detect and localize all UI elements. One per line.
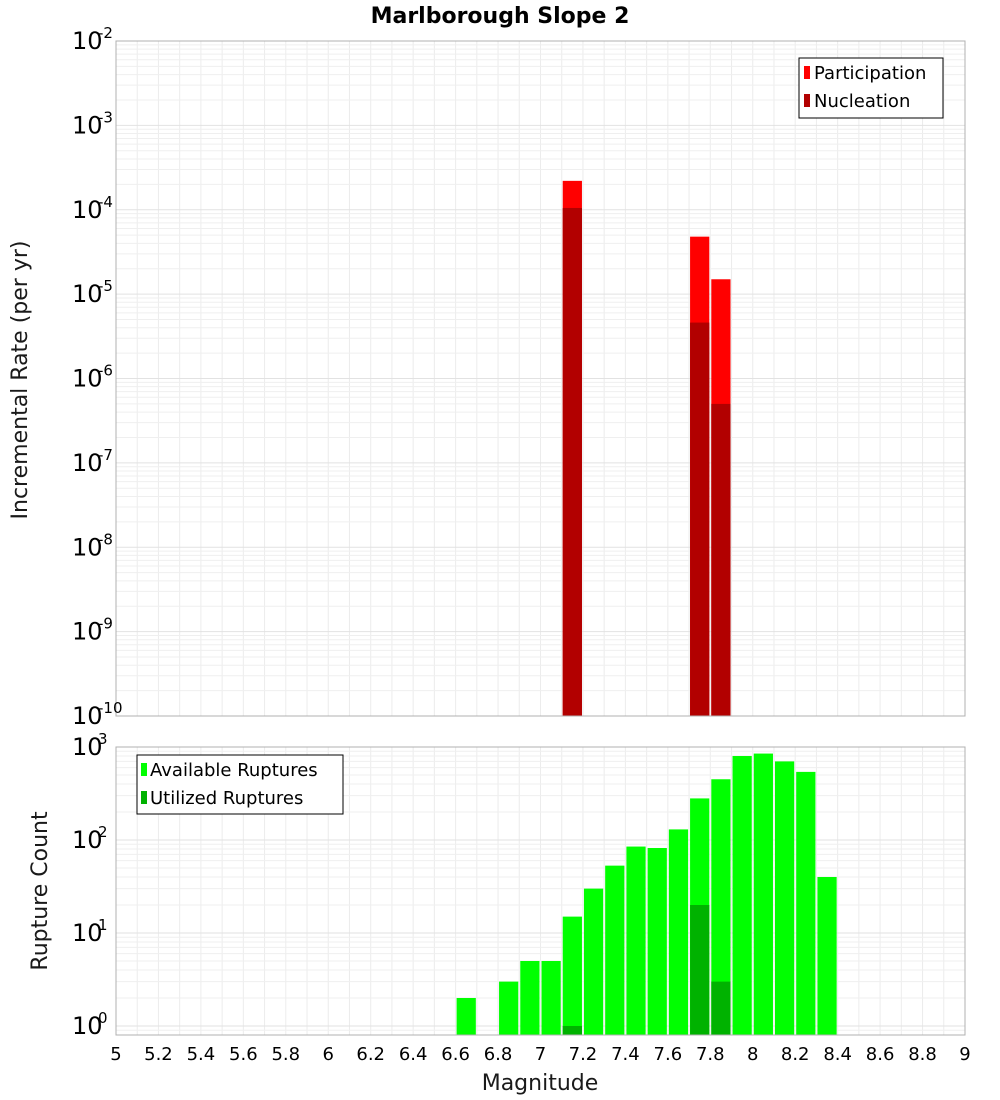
x-tick-label: 8.2 bbox=[781, 1044, 810, 1065]
rate-y-tick-label: 10 bbox=[72, 111, 103, 139]
rupture-bar-available-ruptures bbox=[817, 877, 837, 1035]
legend-swatch-nucleation bbox=[804, 94, 810, 107]
rupture-y-tick-exponent: 1 bbox=[98, 916, 108, 934]
rupture-y-tick-label: 10 bbox=[72, 826, 103, 854]
x-tick-label: 6 bbox=[323, 1044, 334, 1065]
rupture-y-tick-exponent: 0 bbox=[98, 1009, 108, 1027]
rate-y-tick-label: 10 bbox=[72, 533, 103, 561]
rupture-bar-available-ruptures bbox=[520, 960, 540, 1035]
rate-bar-nucleation bbox=[562, 207, 582, 716]
rupture-y-tick-label: 10 bbox=[72, 1012, 103, 1040]
x-tick-label: 8.4 bbox=[823, 1044, 852, 1065]
rupture-bar-available-ruptures bbox=[711, 779, 731, 1035]
rupture-plot-grid bbox=[116, 747, 965, 1035]
rate-plot-legend: Participation Nucleation bbox=[798, 57, 944, 119]
rate-bar-nucleation bbox=[690, 322, 710, 716]
legend-label-utilized-ruptures: Utilized Ruptures bbox=[150, 788, 303, 809]
legend-swatch-available-ruptures bbox=[141, 763, 147, 776]
rate-y-tick-label: 10 bbox=[72, 365, 103, 393]
magnitude-x-ticks: 5 5.2 5.4 5.6 5.8 6 6.2 6.4 6.6 6.8 7 7.2 7.4 7.6 7.8 8… bbox=[110, 1044, 970, 1065]
x-tick-label: 9 bbox=[959, 1044, 970, 1065]
legend-label-participation: Participation bbox=[814, 63, 926, 84]
rupture-bar-utilized-ruptures bbox=[690, 904, 710, 1035]
rupture-plot-y-label: Rupture Count bbox=[28, 811, 53, 971]
rate-plot-frame bbox=[115, 40, 966, 717]
chart-title: Marlborough Slope 2 bbox=[371, 4, 630, 29]
x-tick-label: 6.2 bbox=[356, 1044, 385, 1065]
rate-plot-y-label: Incremental Rate (per yr) bbox=[8, 241, 33, 520]
rupture-bar-available-ruptures bbox=[583, 888, 604, 1035]
magnitude-x-label: Magnitude bbox=[482, 1071, 599, 1096]
rupture-y-tick-label: 10 bbox=[72, 733, 103, 761]
rupture-y-tick-exponent: 2 bbox=[98, 823, 108, 841]
legend-label-available-ruptures: Available Ruptures bbox=[150, 760, 318, 781]
x-tick-label: 6.6 bbox=[441, 1044, 470, 1065]
rupture-bar-available-ruptures bbox=[668, 829, 689, 1035]
rupture-plot-legend: Available Ruptures Utilized Ruptures bbox=[136, 754, 344, 815]
rupture-plot-bars bbox=[456, 753, 837, 1035]
rate-y-tick-exponent: -5 bbox=[98, 277, 113, 295]
x-tick-label: 5.2 bbox=[144, 1044, 173, 1065]
legend-swatch-participation bbox=[804, 66, 810, 79]
rupture-bar-utilized-ruptures bbox=[562, 1025, 582, 1035]
rate-bar-nucleation bbox=[711, 403, 731, 716]
rupture-bar-available-ruptures bbox=[562, 916, 582, 1035]
rate-y-tick-exponent: -7 bbox=[98, 446, 113, 464]
rupture-y-tick-label: 10 bbox=[72, 919, 103, 947]
rupture-bar-available-ruptures bbox=[647, 848, 667, 1035]
x-tick-label: 6.8 bbox=[484, 1044, 513, 1065]
rupture-bar-available-ruptures bbox=[774, 761, 795, 1035]
rupture-y-tick-exponent: 3 bbox=[98, 730, 108, 748]
rupture-bar-available-ruptures bbox=[541, 960, 561, 1035]
rate-y-tick-label: 10 bbox=[72, 618, 103, 646]
rupture-bar-available-ruptures bbox=[626, 846, 646, 1035]
x-tick-label: 6.4 bbox=[399, 1044, 428, 1065]
x-tick-label: 7.4 bbox=[611, 1044, 640, 1065]
x-tick-label: 7.6 bbox=[654, 1044, 683, 1065]
rate-y-tick-exponent: -9 bbox=[98, 615, 113, 633]
legend-swatch-utilized-ruptures bbox=[141, 791, 147, 804]
rupture-bar-utilized-ruptures bbox=[711, 981, 731, 1035]
rate-y-tick-label: 10 bbox=[72, 196, 103, 224]
rate-y-tick-label: 10 bbox=[72, 702, 103, 730]
rupture-plot-legend-box bbox=[136, 754, 344, 815]
rupture-bar-available-ruptures bbox=[456, 997, 476, 1035]
rate-y-tick-exponent: -8 bbox=[98, 530, 113, 548]
rupture-bar-available-ruptures bbox=[732, 756, 752, 1035]
rupture-bar-available-ruptures bbox=[796, 771, 816, 1035]
rate-y-tick-exponent: -4 bbox=[98, 193, 113, 211]
x-tick-label: 8.6 bbox=[866, 1044, 895, 1065]
rate-y-tick-label: 10 bbox=[72, 449, 103, 477]
x-tick-label: 7 bbox=[535, 1044, 546, 1065]
rate-y-tick-label: 10 bbox=[72, 27, 103, 55]
rate-y-tick-exponent: -2 bbox=[98, 24, 113, 42]
x-tick-label: 5 bbox=[110, 1044, 121, 1065]
rupture-bar-available-ruptures bbox=[499, 981, 519, 1035]
rate-plot-bars bbox=[562, 180, 731, 716]
rate-y-tick-exponent: -10 bbox=[98, 699, 123, 717]
rupture-bar-available-ruptures bbox=[753, 753, 773, 1035]
rate-plot-grid bbox=[116, 41, 965, 716]
x-tick-label: 8 bbox=[747, 1044, 758, 1065]
x-tick-label: 7.8 bbox=[696, 1044, 725, 1065]
x-tick-label: 8.8 bbox=[908, 1044, 937, 1065]
x-tick-label: 5.8 bbox=[271, 1044, 300, 1065]
x-tick-label: 5.4 bbox=[187, 1044, 216, 1065]
rupture-bar-available-ruptures bbox=[605, 865, 625, 1035]
rate-y-tick-label: 10 bbox=[72, 280, 103, 308]
x-tick-label: 7.2 bbox=[569, 1044, 598, 1065]
legend-label-nucleation: Nucleation bbox=[814, 91, 910, 112]
rupture-plot-frame bbox=[115, 746, 966, 1036]
x-tick-label: 5.6 bbox=[229, 1044, 258, 1065]
rate-y-tick-exponent: -6 bbox=[98, 362, 113, 380]
rate-plot-legend-box bbox=[798, 57, 944, 119]
rate-y-tick-exponent: -3 bbox=[98, 108, 113, 126]
